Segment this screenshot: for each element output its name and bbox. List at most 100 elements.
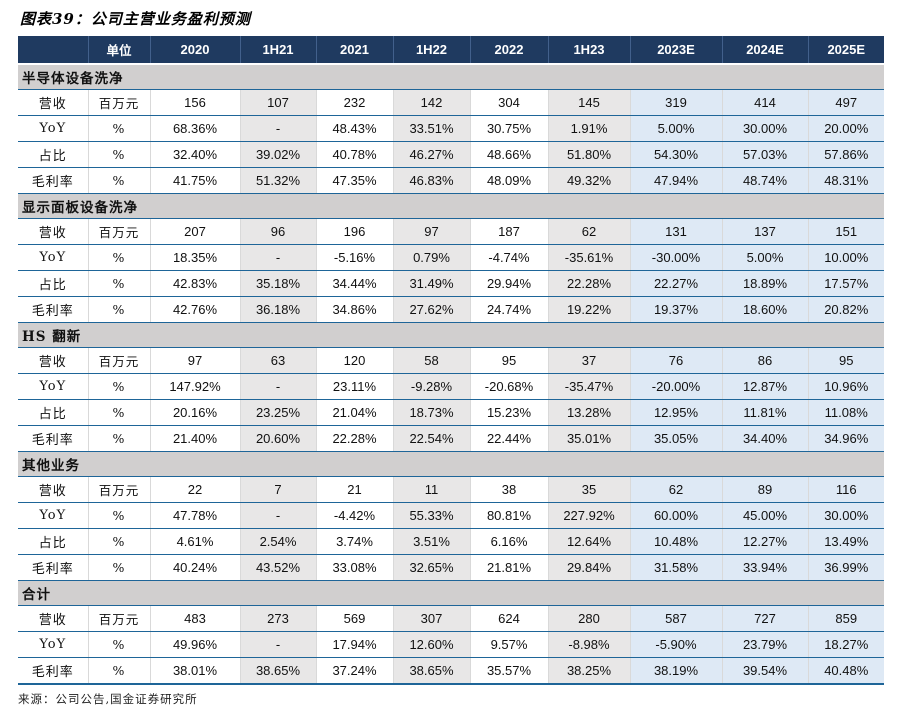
data-row: 毛利率% 38.01% 38.65% 37.24% 38.65% 35.57% 38.25%…	[18, 657, 884, 685]
value-cell: 21.04%	[316, 399, 394, 426]
row-unit: %	[88, 399, 151, 426]
data-row: 占比% 42.83% 35.18% 34.44% 31.49% 29.94% 22.28% 2…	[18, 270, 884, 297]
value-cell: 273	[240, 605, 317, 632]
value-cell: 187	[470, 218, 549, 245]
value-cell: 12.27%	[722, 528, 809, 555]
value-cell: 35.18%	[240, 270, 317, 297]
data-row: 占比% 4.61% 2.54% 3.74% 3.51% 6.16% 12.64% 10.48%…	[18, 528, 884, 555]
value-cell: 227.92%	[548, 502, 631, 529]
data-row: 营收 百万元 97 63 120 58 95 37 76 86 95	[18, 347, 884, 374]
value-cell: 727	[722, 605, 809, 632]
value-cell: 48.09%	[470, 167, 549, 194]
value-cell: 63	[240, 347, 317, 374]
value-cell: 38.65%	[240, 657, 317, 685]
value-cell: 497	[808, 89, 884, 116]
value-cell: 13.49%	[808, 528, 884, 555]
value-cell: 35.01%	[548, 425, 631, 452]
value-cell: 57.86%	[808, 141, 884, 168]
value-cell: 76	[630, 347, 723, 374]
value-cell: 12.60%	[393, 631, 471, 658]
row-unit: %	[88, 657, 151, 685]
column-header-1h22: 1H22	[393, 36, 471, 65]
row-unit: %	[88, 502, 151, 529]
value-cell: 12.95%	[630, 399, 723, 426]
value-cell: -35.61%	[548, 244, 631, 271]
value-cell: 156	[150, 89, 241, 116]
value-cell: 33.51%	[393, 115, 471, 142]
value-cell: 95	[808, 347, 884, 374]
value-cell: 151	[808, 218, 884, 245]
value-cell: 19.22%	[548, 296, 631, 323]
value-cell: 55.33%	[393, 502, 471, 529]
row-unit: %	[88, 425, 151, 452]
data-row: YoY% 18.35% - -5.16% 0.79% -4.74% -35.61% -30.0…	[18, 244, 884, 271]
value-cell: 20.60%	[240, 425, 317, 452]
value-cell: 48.43%	[316, 115, 394, 142]
value-cell: 18.27%	[808, 631, 884, 658]
value-cell: 18.73%	[393, 399, 471, 426]
value-cell: 49.96%	[150, 631, 241, 658]
value-cell: 49.32%	[548, 167, 631, 194]
data-row: 占比% 32.40% 39.02% 40.78% 46.27% 48.66% 51.80% 5…	[18, 141, 884, 168]
header-row: 单位 2020 1H21 2021 1H22 2022 1H23 2023E 2024E 2025…	[18, 36, 884, 65]
column-header-2025e: 2025E	[808, 36, 884, 65]
value-cell: 39.02%	[240, 141, 317, 168]
value-cell: -4.42%	[316, 502, 394, 529]
row-label: 占比	[18, 399, 89, 426]
data-row: 营收 百万元 483 273 569 307 624 280 587 727 859	[18, 605, 884, 632]
value-cell: 0.79%	[393, 244, 471, 271]
value-cell: 3.51%	[393, 528, 471, 555]
value-cell: 37	[548, 347, 631, 374]
value-cell: 21.81%	[470, 554, 549, 581]
section-row: 半导体设备洗净	[18, 64, 884, 90]
value-cell: 47.94%	[630, 167, 723, 194]
value-cell: 95	[470, 347, 549, 374]
column-header-2022: 2022	[470, 36, 549, 65]
value-cell: 142	[393, 89, 471, 116]
value-cell: 23.25%	[240, 399, 317, 426]
value-cell: 120	[316, 347, 394, 374]
value-cell: 40.24%	[150, 554, 241, 581]
value-cell: 33.08%	[316, 554, 394, 581]
value-cell: 19.37%	[630, 296, 723, 323]
value-cell: 60.00%	[630, 502, 723, 529]
row-unit: %	[88, 115, 151, 142]
row-unit: %	[88, 631, 151, 658]
value-cell: -	[240, 373, 317, 400]
value-cell: 196	[316, 218, 394, 245]
value-cell: 587	[630, 605, 723, 632]
value-cell: 10.96%	[808, 373, 884, 400]
value-cell: 40.48%	[808, 657, 884, 685]
row-label: YoY	[18, 502, 89, 529]
value-cell: 39.54%	[722, 657, 809, 685]
value-cell: 23.79%	[722, 631, 809, 658]
value-cell: 34.40%	[722, 425, 809, 452]
value-cell: 23.11%	[316, 373, 394, 400]
value-cell: 280	[548, 605, 631, 632]
data-row: YoY% 49.96% -17.94% 12.60% 9.57% -8.98% -5.90%…	[18, 631, 884, 658]
value-cell: 68.36%	[150, 115, 241, 142]
value-cell: 34.44%	[316, 270, 394, 297]
section-header: 其他业务	[18, 451, 884, 477]
value-cell: 89	[722, 476, 809, 503]
row-label: 毛利率	[18, 425, 89, 452]
value-cell: 62	[630, 476, 723, 503]
value-cell: -20.00%	[630, 373, 723, 400]
value-cell: 32.40%	[150, 141, 241, 168]
value-cell: 18.60%	[722, 296, 809, 323]
row-unit: 百万元	[88, 89, 151, 116]
data-row: YoY% 147.92% -23.11% -9.28% -20.68% -35.47% -2…	[18, 373, 884, 400]
value-cell: 46.83%	[393, 167, 471, 194]
row-unit: 百万元	[88, 476, 151, 503]
column-header-1h21: 1H21	[240, 36, 317, 65]
value-cell: 304	[470, 89, 549, 116]
value-cell: 21.40%	[150, 425, 241, 452]
data-row: 营收 百万元 22 7 21 11 38 35 62 89 116	[18, 476, 884, 503]
row-unit: 百万元	[88, 605, 151, 632]
value-cell: 80.81%	[470, 502, 549, 529]
value-cell: 13.28%	[548, 399, 631, 426]
column-header-2021: 2021	[316, 36, 394, 65]
profit-forecast-table: 单位 2020 1H21 2021 1H22 2022 1H23 2023E 2024E 2025…	[18, 36, 884, 685]
figure-title: 图表39：公司主营业务盈利预测	[20, 10, 251, 28]
